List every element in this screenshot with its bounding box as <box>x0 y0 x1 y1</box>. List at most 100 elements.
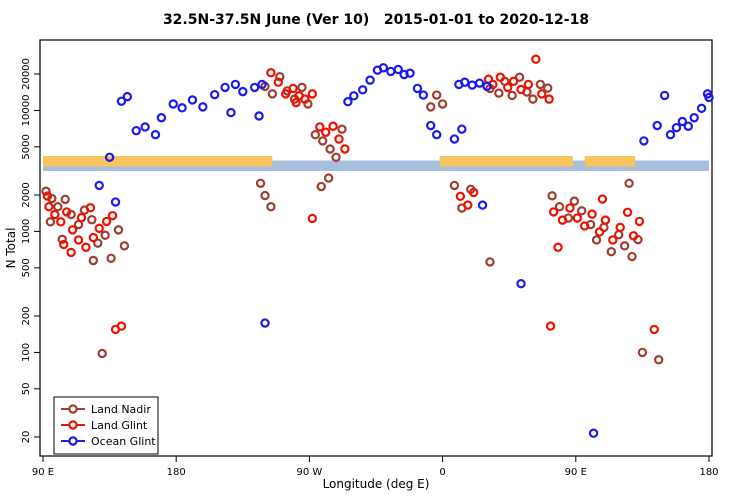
data-point-land-nadir <box>260 190 270 201</box>
data-point-ocean-glint <box>426 120 436 131</box>
legend: Land Nadir Land Glint Ocean Glint <box>53 396 159 455</box>
plot-frame <box>39 39 713 457</box>
data-point-land-nadir <box>337 124 347 134</box>
data-point-land-glint <box>622 207 633 217</box>
data-point-land-glint <box>315 122 325 132</box>
data-point-ocean-glint <box>412 83 423 94</box>
data-point-land-glint <box>340 144 350 154</box>
data-point-ocean-glint <box>588 428 599 438</box>
data-point-land-nadir <box>323 173 334 183</box>
data-point-land-glint <box>56 217 66 227</box>
data-point-ocean-glint <box>226 107 236 118</box>
data-point-land-glint <box>516 84 526 95</box>
legend-label-land-nadir: Land Nadir <box>91 403 151 416</box>
strip-blue-segment <box>43 160 709 171</box>
data-point-land-glint <box>628 231 639 241</box>
data-point-land-nadir <box>60 194 70 205</box>
data-point-land-nadir <box>41 186 51 196</box>
data-point-ocean-glint <box>230 79 241 90</box>
data-point-ocean-glint <box>652 120 662 131</box>
data-point-ocean-glint <box>249 82 260 93</box>
data-point-land-glint <box>300 94 310 104</box>
data-point-land-nadir <box>100 230 110 240</box>
data-point-ocean-glint <box>198 102 208 112</box>
data-point-ocean-glint <box>482 81 492 92</box>
y-tick-label: 50 <box>21 382 32 395</box>
data-point-land-nadir <box>275 71 285 82</box>
x-tick-label: 90 W <box>297 467 323 478</box>
data-point-ocean-glint <box>254 111 264 121</box>
data-point-land-glint <box>266 68 276 78</box>
legend-item-land-nadir: Land Nadir <box>61 403 151 416</box>
data-point-land-glint <box>44 202 54 212</box>
data-point-land-glint <box>88 232 99 243</box>
strip-orange-segment <box>439 156 573 167</box>
data-point-land-nadir <box>591 235 602 245</box>
data-point-land-glint <box>307 89 318 99</box>
x-tick-label: 0 <box>439 467 445 478</box>
data-point-ocean-glint <box>457 124 467 134</box>
data-point-land-nadir <box>437 99 448 109</box>
data-point-ocean-glint <box>122 91 133 102</box>
legend-item-ocean-glint: Ocean Glint <box>61 435 156 448</box>
data-point-ocean-glint <box>168 99 178 109</box>
data-point-ocean-glint <box>177 103 187 113</box>
x-axis-label: Longitude (deg E) <box>323 477 430 491</box>
data-point-land-glint <box>59 239 69 250</box>
strip-orange-segment <box>584 156 635 167</box>
data-point-land-glint <box>320 127 331 137</box>
data-point-land-nadir <box>87 214 97 225</box>
data-point-ocean-glint <box>150 130 161 140</box>
data-point-land-nadir <box>331 152 341 162</box>
data-point-land-nadir <box>485 257 495 267</box>
legend-symbol-ocean-glint <box>68 436 78 446</box>
x-tick-label: 90 E <box>565 467 587 478</box>
data-point-ocean-glint <box>393 64 403 75</box>
data-point-land-glint <box>587 209 597 219</box>
data-point-ocean-glint <box>260 318 270 328</box>
data-point-land-glint <box>85 203 96 213</box>
y-tick-label: 10000 <box>21 95 32 127</box>
y-tick-label: 20 <box>21 431 32 444</box>
data-point-ocean-glint <box>677 116 688 127</box>
data-point-land-nadir <box>547 191 557 201</box>
data-point-land-glint <box>67 225 78 235</box>
data-point-ocean-glint <box>257 79 267 90</box>
data-point-ocean-glint <box>639 136 649 146</box>
data-point-land-nadir <box>45 217 56 227</box>
strip-orange-segment <box>43 156 273 167</box>
data-point-land-nadir <box>637 347 648 358</box>
data-point-land-nadir <box>310 130 321 140</box>
data-point-land-nadir <box>426 102 436 112</box>
x-tick-label: 180 <box>167 467 186 478</box>
data-point-ocean-glint <box>477 200 488 210</box>
data-point-land-nadir <box>542 83 553 93</box>
data-point-ocean-glint <box>94 180 104 191</box>
data-point-ocean-glint <box>386 66 396 77</box>
data-point-land-glint <box>66 247 76 258</box>
data-point-land-glint <box>634 216 645 227</box>
data-point-land-nadir <box>255 178 266 188</box>
data-point-land-glint <box>503 82 513 93</box>
data-point-land-nadir <box>619 241 630 251</box>
data-point-ocean-glint <box>238 86 248 97</box>
data-point-ocean-glint <box>665 130 676 140</box>
data-point-land-nadir <box>431 90 442 100</box>
data-point-land-glint <box>608 235 618 245</box>
data-point-land-nadir <box>316 181 326 192</box>
y-tick-label: 200 <box>21 306 32 325</box>
data-point-ocean-glint <box>696 103 707 114</box>
data-point-land-glint <box>107 210 118 221</box>
data-point-land-glint <box>597 194 608 204</box>
data-point-land-nadir <box>624 178 634 188</box>
data-point-ocean-glint <box>110 197 121 207</box>
data-point-land-nadir <box>554 202 565 212</box>
data-point-ocean-glint <box>343 97 353 107</box>
x-tick-label: 180 <box>699 467 718 478</box>
data-point-ocean-glint <box>349 91 359 101</box>
data-point-land-glint <box>94 223 104 234</box>
data-point-land-glint <box>548 207 559 217</box>
y-tick-label: 5000 <box>21 134 32 159</box>
data-point-land-glint <box>523 79 534 90</box>
data-point-land-nadir <box>494 88 504 98</box>
